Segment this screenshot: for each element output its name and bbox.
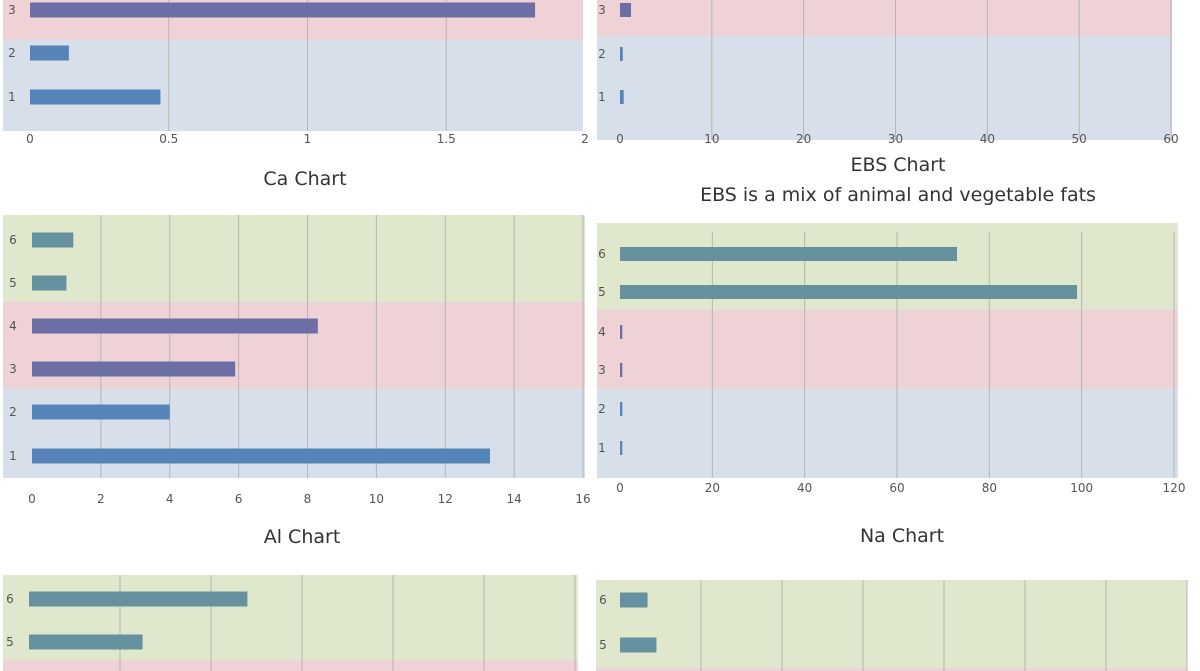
x-tick-label: 60 <box>889 481 904 495</box>
x-tick-label: 4 <box>166 492 174 506</box>
bar-1 <box>30 89 161 105</box>
x-tick-label: 20 <box>705 481 720 495</box>
bar-3 <box>620 3 632 17</box>
chart-subtitle: EBS is a mix of animal and vegetable fat… <box>700 184 1096 206</box>
bar-5 <box>32 275 67 291</box>
x-tick-label: 10 <box>704 132 719 146</box>
bar-1 <box>620 90 624 104</box>
x-tick-label: 8 <box>304 492 312 506</box>
x-tick-label: 50 <box>1072 132 1087 146</box>
chart-title: Al Chart <box>263 526 341 548</box>
bar-6 <box>29 591 248 607</box>
plot-band <box>596 580 1187 668</box>
bar-4 <box>620 325 623 339</box>
bar-2 <box>620 47 623 61</box>
x-tick-label: 10 <box>369 492 384 506</box>
x-tick-label: 14 <box>506 492 521 506</box>
bar-5 <box>620 637 657 653</box>
category-label: 5 <box>599 638 607 652</box>
x-tick-label: 60 <box>1163 132 1178 146</box>
bar-3 <box>32 361 236 377</box>
bar-3 <box>30 2 536 18</box>
x-tick-label: 1 <box>304 132 312 146</box>
x-tick-label: 0.5 <box>159 132 178 146</box>
category-label: 4 <box>598 325 606 339</box>
x-tick-label: 40 <box>797 481 812 495</box>
category-label: 6 <box>6 592 14 606</box>
plot-band <box>596 668 1187 671</box>
category-label: 5 <box>6 635 14 649</box>
bar-4 <box>32 318 318 334</box>
category-label: 2 <box>9 405 17 419</box>
category-label: 2 <box>8 46 16 60</box>
x-tick-label: 0 <box>28 492 36 506</box>
bar-2 <box>620 402 623 416</box>
chart-panel-1: 1 2 3 0 0.5 1 1.5 2 <box>0 0 600 160</box>
bar-2 <box>32 404 170 420</box>
bar-chart-1: 1 2 3 0 0.5 1 1.5 2 <box>3 0 589 146</box>
x-tick-label: 16 <box>575 492 590 506</box>
category-label: 1 <box>598 441 606 455</box>
x-tick-label: 120 <box>1163 481 1186 495</box>
category-label: 1 <box>8 90 16 104</box>
plot-band <box>3 660 578 671</box>
x-tick-label: 30 <box>888 132 903 146</box>
chart-title: EBS Chart <box>850 154 946 176</box>
x-tick-label: 1.5 <box>437 132 456 146</box>
category-label: 4 <box>9 319 17 333</box>
bar-chart-5: 56 <box>3 575 578 671</box>
x-tick-label: 6 <box>235 492 243 506</box>
bar-3 <box>620 363 623 377</box>
x-tick-label: 2 <box>97 492 105 506</box>
chart-panel-2: 1 2 3 0 10 20 30 40 50 60 <box>0 0 1200 160</box>
bar-1 <box>32 448 491 464</box>
bar-6 <box>32 232 74 248</box>
bar-6 <box>620 592 648 608</box>
bar-1 <box>620 441 623 455</box>
bar-2 <box>30 45 69 61</box>
chart-panel-3: 1 2 3 4 5 6 0 2 4 6 8 10 12 14 16 <box>0 0 600 520</box>
bar-6 <box>620 247 958 261</box>
x-tick-label: 2 <box>581 132 589 146</box>
x-tick-label: 12 <box>438 492 453 506</box>
chart-title: Na Chart <box>859 525 945 547</box>
x-tick-label: 80 <box>982 481 997 495</box>
bar-5 <box>620 285 1078 299</box>
bar-5 <box>29 634 143 650</box>
plot-band <box>3 40 583 131</box>
x-tick-label: 20 <box>796 132 811 146</box>
x-tick-label: 0 <box>616 132 624 146</box>
category-label: 5 <box>598 285 606 299</box>
category-label: 3 <box>598 363 606 377</box>
x-tick-label: 40 <box>980 132 995 146</box>
plot-band <box>597 0 1172 36</box>
category-label: 3 <box>598 3 606 17</box>
plot-band <box>597 36 1172 140</box>
category-label: 1 <box>9 449 17 463</box>
category-label: 3 <box>9 362 17 376</box>
category-label: 6 <box>598 247 606 261</box>
category-label: 2 <box>598 402 606 416</box>
category-label: 6 <box>599 593 607 607</box>
plot-band <box>3 215 585 302</box>
chart-panel-4: 1 2 3 4 5 6 0 20 40 60 80 100 120 <box>597 223 1186 495</box>
category-label: 1 <box>598 90 606 104</box>
x-tick-label: 0 <box>26 132 34 146</box>
chart-title: Ca Chart <box>263 168 347 190</box>
x-tick-label: 0 <box>616 481 624 495</box>
category-label: 3 <box>8 3 16 17</box>
x-tick-label: 100 <box>1070 481 1093 495</box>
category-label: 2 <box>598 47 606 61</box>
category-label: 5 <box>9 276 17 290</box>
category-label: 6 <box>9 233 17 247</box>
